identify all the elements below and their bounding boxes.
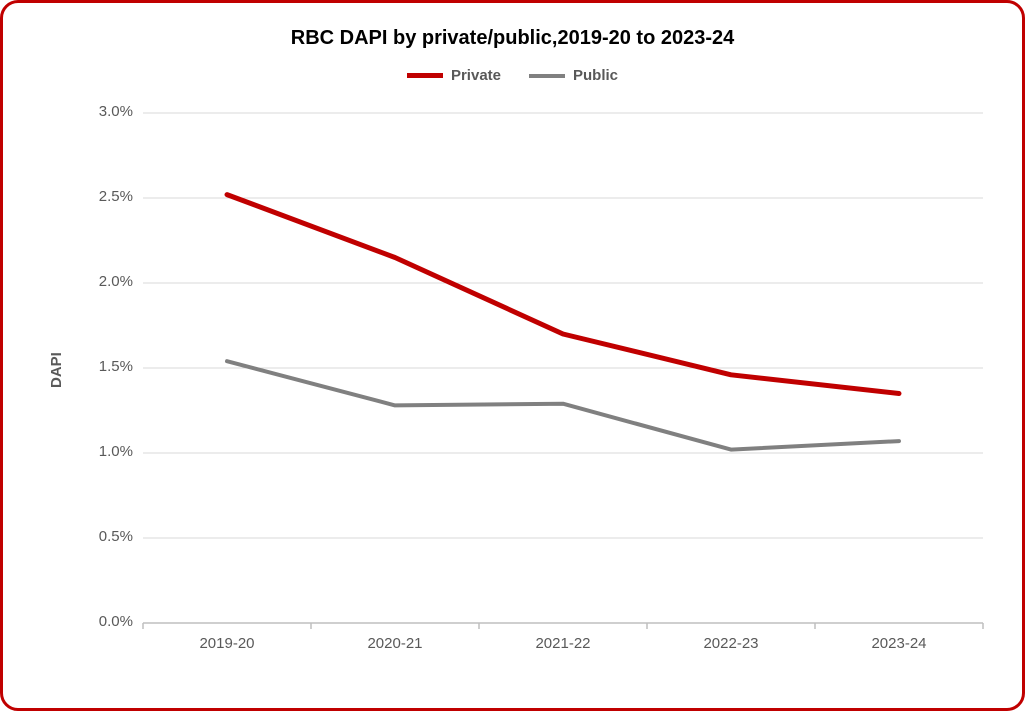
y-tick-label: 2.5% (83, 188, 133, 205)
legend-item: Public (529, 67, 618, 84)
legend-item: Private (407, 67, 501, 84)
plot-svg (143, 113, 983, 623)
y-tick-label: 2.0% (83, 273, 133, 290)
x-tick-label: 2022-23 (681, 635, 781, 652)
y-axis-label: DAPI (48, 352, 65, 388)
y-tick-label: 0.0% (83, 613, 133, 630)
x-tick-label: 2023-24 (849, 635, 949, 652)
plot-area (143, 113, 983, 623)
legend-swatch (407, 73, 443, 78)
series-line (227, 361, 899, 449)
chart-title: RBC DAPI by private/public,2019-20 to 20… (3, 27, 1022, 50)
x-tick-label: 2019-20 (177, 635, 277, 652)
legend-label: Public (573, 67, 618, 84)
y-tick-label: 3.0% (83, 103, 133, 120)
chart-frame: RBC DAPI by private/public,2019-20 to 20… (0, 0, 1025, 711)
legend-label: Private (451, 67, 501, 84)
series-line (227, 195, 899, 394)
x-tick-label: 2020-21 (345, 635, 445, 652)
y-tick-label: 0.5% (83, 528, 133, 545)
x-tick-label: 2021-22 (513, 635, 613, 652)
chart-legend: Private Public (3, 67, 1022, 84)
legend-swatch (529, 74, 565, 78)
y-tick-label: 1.5% (83, 358, 133, 375)
y-tick-label: 1.0% (83, 443, 133, 460)
